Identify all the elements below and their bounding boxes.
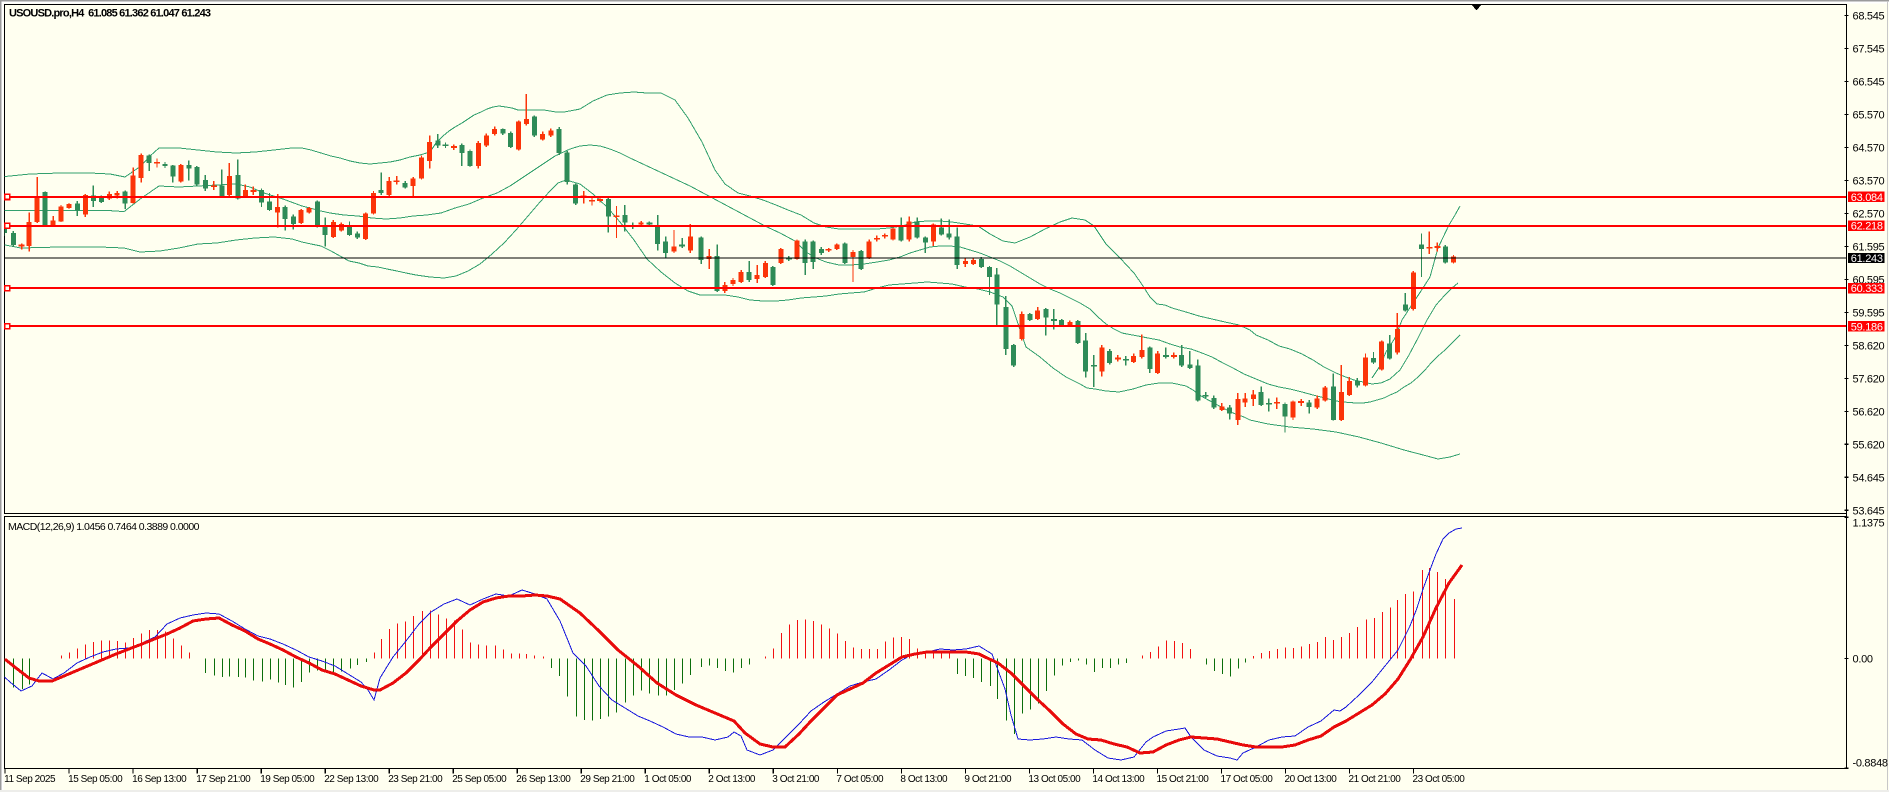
svg-text:63.084: 63.084 — [1851, 192, 1883, 204]
svg-text:21 Oct 21:00: 21 Oct 21:00 — [1349, 774, 1402, 785]
svg-text:16 Sep 13:00: 16 Sep 13:00 — [132, 774, 187, 785]
svg-text:56.620: 56.620 — [1853, 406, 1885, 418]
svg-text:-0.8848: -0.8848 — [1853, 758, 1888, 770]
svg-text:8 Oct 13:00: 8 Oct 13:00 — [900, 774, 948, 785]
svg-text:15 Oct 21:00: 15 Oct 21:00 — [1157, 774, 1210, 785]
svg-text:0.00: 0.00 — [1853, 653, 1873, 665]
svg-text:1 Oct 05:00: 1 Oct 05:00 — [644, 774, 692, 785]
svg-text:59.595: 59.595 — [1853, 307, 1885, 319]
svg-text:7 Oct 05:00: 7 Oct 05:00 — [836, 774, 884, 785]
svg-text:25 Sep 05:00: 25 Sep 05:00 — [452, 774, 507, 785]
svg-text:19 Sep 05:00: 19 Sep 05:00 — [260, 774, 315, 785]
svg-text:17 Sep 21:00: 17 Sep 21:00 — [196, 774, 251, 785]
svg-text:58.620: 58.620 — [1853, 340, 1885, 352]
svg-text:67.545: 67.545 — [1853, 44, 1885, 56]
svg-text:55.620: 55.620 — [1853, 439, 1885, 451]
svg-text:64.570: 64.570 — [1853, 143, 1885, 155]
svg-text:61.243: 61.243 — [1851, 253, 1883, 265]
svg-text:USOUSD.pro,H4 61.085 61.362 6: USOUSD.pro,H4 61.085 61.362 61.047 61.24… — [9, 8, 211, 20]
svg-text:61.595: 61.595 — [1853, 242, 1885, 254]
svg-text:17 Oct 05:00: 17 Oct 05:00 — [1221, 774, 1274, 785]
svg-text:2 Oct 13:00: 2 Oct 13:00 — [708, 774, 756, 785]
svg-text:22 Sep 13:00: 22 Sep 13:00 — [324, 774, 379, 785]
svg-text:59.186: 59.186 — [1851, 321, 1883, 333]
svg-text:1.1375: 1.1375 — [1853, 518, 1885, 530]
svg-text:9 Oct 21:00: 9 Oct 21:00 — [964, 774, 1012, 785]
svg-text:66.545: 66.545 — [1853, 77, 1885, 89]
svg-text:15 Sep 05:00: 15 Sep 05:00 — [68, 774, 123, 785]
svg-text:13 Oct 05:00: 13 Oct 05:00 — [1028, 774, 1081, 785]
svg-text:57.620: 57.620 — [1853, 373, 1885, 385]
svg-text:20 Oct 13:00: 20 Oct 13:00 — [1285, 774, 1338, 785]
svg-text:14 Oct 13:00: 14 Oct 13:00 — [1092, 774, 1145, 785]
svg-text:23 Sep 21:00: 23 Sep 21:00 — [388, 774, 443, 785]
svg-text:63.570: 63.570 — [1853, 176, 1885, 188]
svg-text:23 Oct 05:00: 23 Oct 05:00 — [1413, 774, 1466, 785]
svg-text:29 Sep 21:00: 29 Sep 21:00 — [580, 774, 635, 785]
svg-text:3 Oct 21:00: 3 Oct 21:00 — [772, 774, 820, 785]
svg-text:62.218: 62.218 — [1851, 221, 1883, 233]
svg-text:68.545: 68.545 — [1853, 11, 1885, 23]
svg-text:11 Sep 2025: 11 Sep 2025 — [4, 774, 56, 785]
svg-text:53.645: 53.645 — [1853, 505, 1885, 517]
svg-text:60.333: 60.333 — [1851, 283, 1883, 295]
svg-text:MACD(12,26,9) 1.0456 0.7464 0.: MACD(12,26,9) 1.0456 0.7464 0.3889 0.000… — [8, 521, 200, 533]
svg-text:62.570: 62.570 — [1853, 209, 1885, 221]
svg-text:65.570: 65.570 — [1853, 110, 1885, 122]
svg-text:54.645: 54.645 — [1853, 472, 1885, 484]
svg-text:26 Sep 13:00: 26 Sep 13:00 — [516, 774, 571, 785]
